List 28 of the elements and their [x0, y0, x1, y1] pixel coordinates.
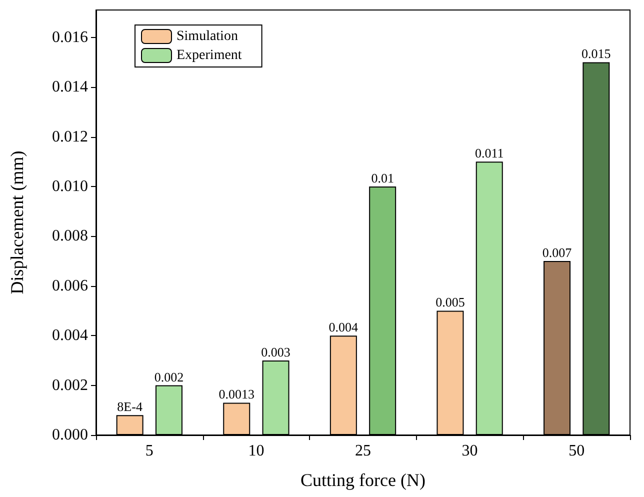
y-axis-title: Displacement (mm): [7, 150, 27, 294]
x-tick-label: 30: [462, 442, 478, 460]
y-tick-label: 0.004: [52, 327, 88, 344]
legend-label: Simulation: [176, 29, 238, 44]
data-label: 0.0013: [218, 386, 254, 402]
y-tick-label: 0.014: [52, 78, 88, 96]
data-label: 8E-4: [117, 399, 143, 414]
legend-label: Experiment: [176, 48, 242, 63]
x-tick-label: 5: [145, 442, 154, 460]
data-label: 0.002: [154, 369, 184, 384]
data-label: 0.011: [474, 146, 504, 161]
y-tick-label: 0.006: [52, 277, 88, 294]
y-tick-label: 0.016: [52, 28, 88, 46]
x-tick-label: 25: [355, 442, 371, 460]
x-tick-label: 50: [568, 442, 585, 460]
y-tick-label: 0.008: [52, 228, 88, 245]
data-label: 0.01: [371, 170, 394, 186]
y-tick-label: 0.012: [52, 128, 88, 146]
data-label: 0.004: [328, 320, 359, 335]
y-tick-label: 0.010: [52, 178, 88, 195]
x-tick-label: 10: [248, 442, 264, 460]
data-label: 0.003: [261, 344, 290, 360]
data-label: 0.005: [436, 294, 465, 310]
data-label: 0.007: [542, 245, 572, 260]
y-tick-label: 0.000: [52, 426, 88, 444]
x-axis-title: Cutting force (N): [300, 470, 426, 490]
data-label: 0.015: [582, 46, 611, 62]
y-tick-label: 0.002: [52, 376, 88, 394]
